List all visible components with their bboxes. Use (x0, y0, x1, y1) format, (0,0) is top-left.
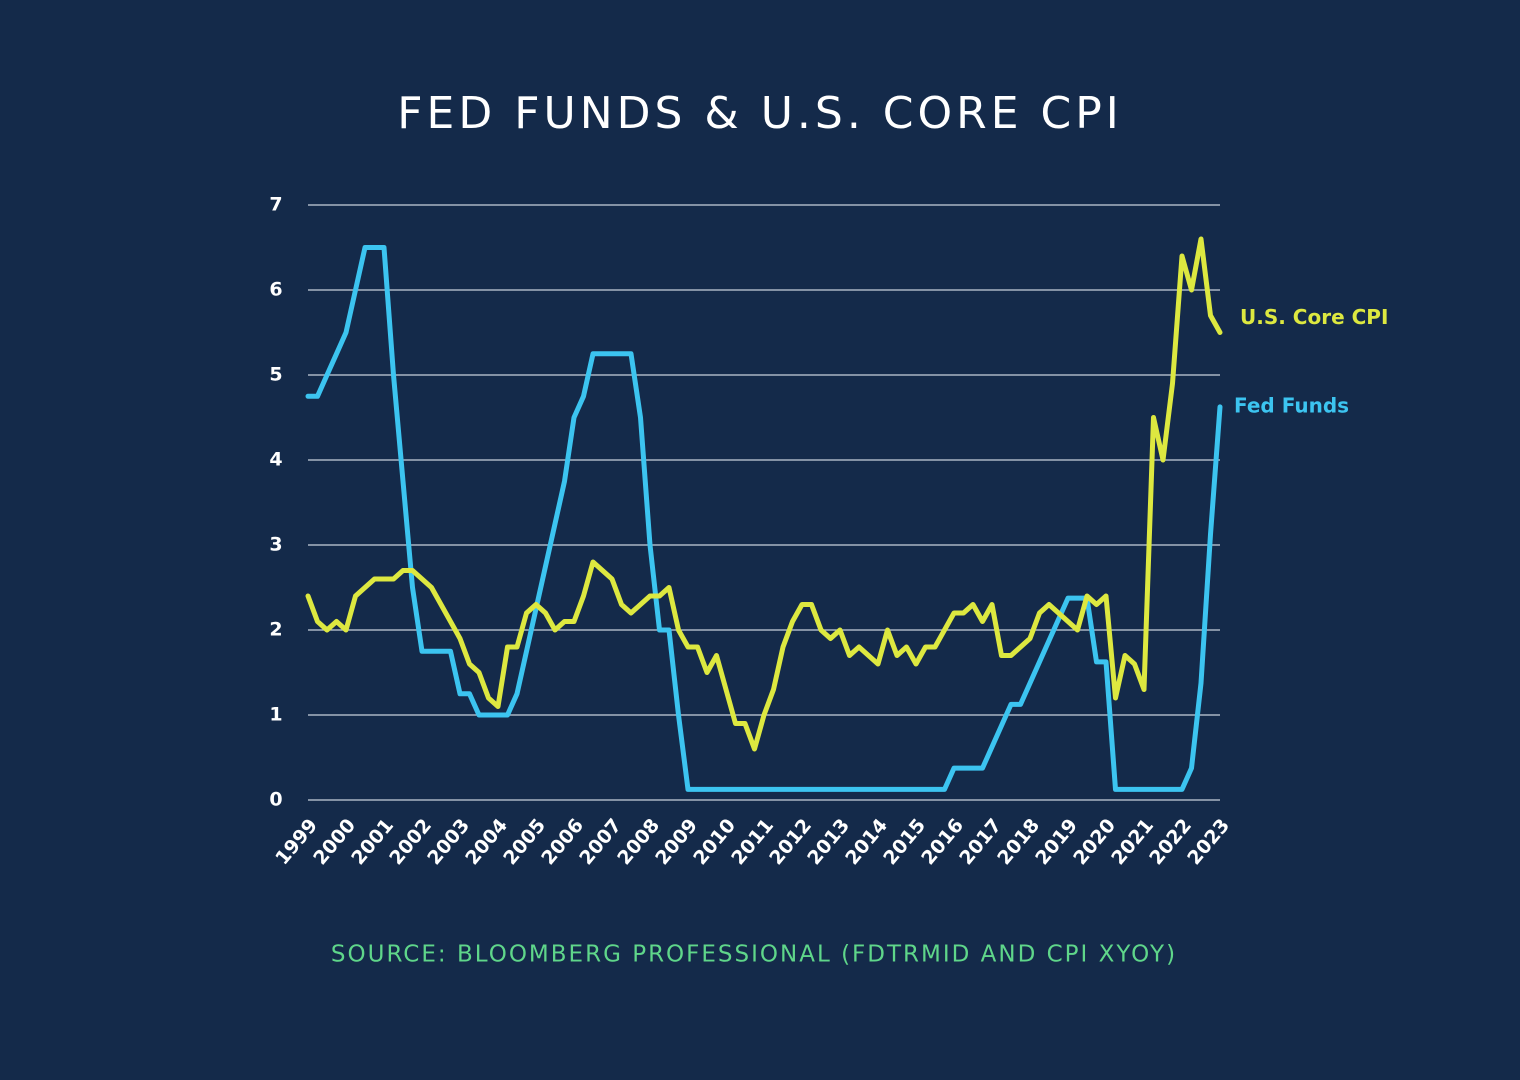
series-line (305, 245, 1223, 792)
y-tick-label: 6 (269, 279, 282, 301)
y-tick-label: 1 (269, 704, 282, 726)
legend-label: Fed Funds (1234, 393, 1349, 417)
chart-title: FED FUNDS & U.S. CORE CPI (397, 88, 1123, 139)
y-tick-label: 3 (269, 534, 282, 556)
y-tick-label: 0 (269, 789, 282, 811)
y-tick-label: 2 (269, 619, 282, 641)
legend-label: U.S. Core CPI (1240, 305, 1388, 329)
y-tick-label: 4 (269, 449, 282, 471)
series-line (305, 236, 1223, 752)
y-tick-label: 7 (269, 194, 282, 216)
y-tick-label: 5 (269, 364, 282, 386)
source-note: SOURCE: BLOOMBERG PROFESSIONAL (FDTRMID … (331, 942, 1177, 968)
